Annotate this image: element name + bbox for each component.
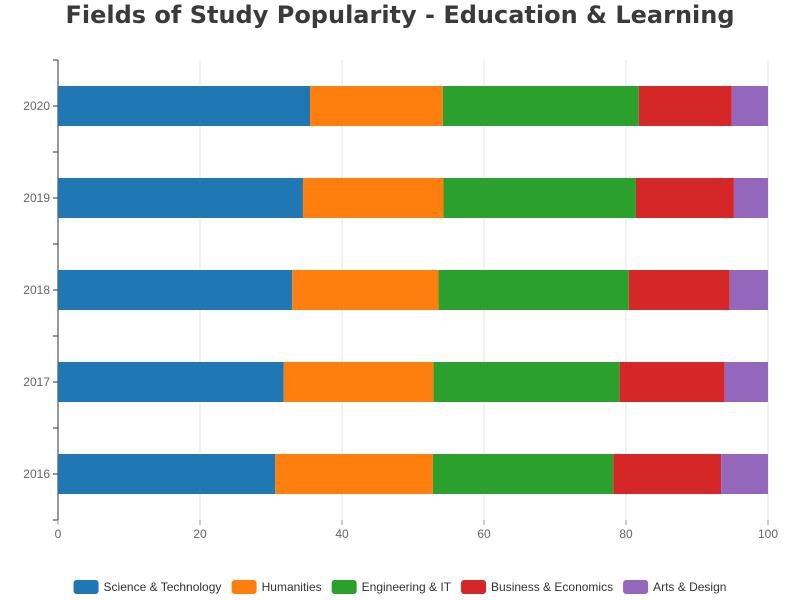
bar-segment (721, 454, 768, 494)
legend-label: Science & Technology (104, 580, 222, 594)
bar-segment (638, 86, 732, 126)
bar-segment (283, 362, 434, 402)
bar-segment (731, 86, 768, 126)
bar-segment (635, 178, 734, 218)
bar-segment (613, 454, 722, 494)
legend-swatch (623, 580, 649, 594)
bar-segment (733, 178, 768, 218)
bar-segment (275, 454, 433, 494)
bar-segment (619, 362, 725, 402)
y-tick-label: 2018 (23, 283, 50, 297)
bar-segment (432, 454, 614, 494)
legend-swatch (331, 580, 357, 594)
legend-swatch (231, 580, 257, 594)
y-tick-label: 2019 (23, 191, 50, 205)
x-tick-label: 100 (758, 527, 778, 541)
bar-segment (443, 178, 636, 218)
bar-segment (292, 270, 439, 310)
bar-segment (442, 86, 639, 126)
bar-segment (302, 178, 444, 218)
x-tick-label: 60 (477, 527, 491, 541)
y-tick-label: 2020 (23, 99, 50, 113)
bar-segment (58, 454, 276, 494)
legend-label: Engineering & IT (362, 580, 452, 594)
legend-label: Arts & Design (653, 580, 726, 594)
y-tick-label: 2016 (23, 467, 50, 481)
bar-segment (310, 86, 443, 126)
bar-segment (58, 178, 303, 218)
bar-segment (58, 362, 284, 402)
bar-segment (724, 362, 768, 402)
bar-segment (58, 86, 311, 126)
bar-segment (58, 270, 293, 310)
x-tick-label: 0 (55, 527, 62, 541)
bar-segment (729, 270, 768, 310)
x-tick-label: 20 (193, 527, 207, 541)
legend-swatch (461, 580, 487, 594)
bar-segment (438, 270, 629, 310)
x-tick-label: 80 (619, 527, 633, 541)
y-tick-label: 2017 (23, 375, 50, 389)
legend-swatch (73, 580, 99, 594)
bar-segment (628, 270, 730, 310)
legend-label: Humanities (262, 580, 322, 594)
legend-label: Business & Economics (491, 580, 613, 594)
x-tick-label: 40 (335, 527, 349, 541)
bar-segment (433, 362, 620, 402)
chart-title: Fields of Study Popularity - Education &… (65, 1, 735, 29)
